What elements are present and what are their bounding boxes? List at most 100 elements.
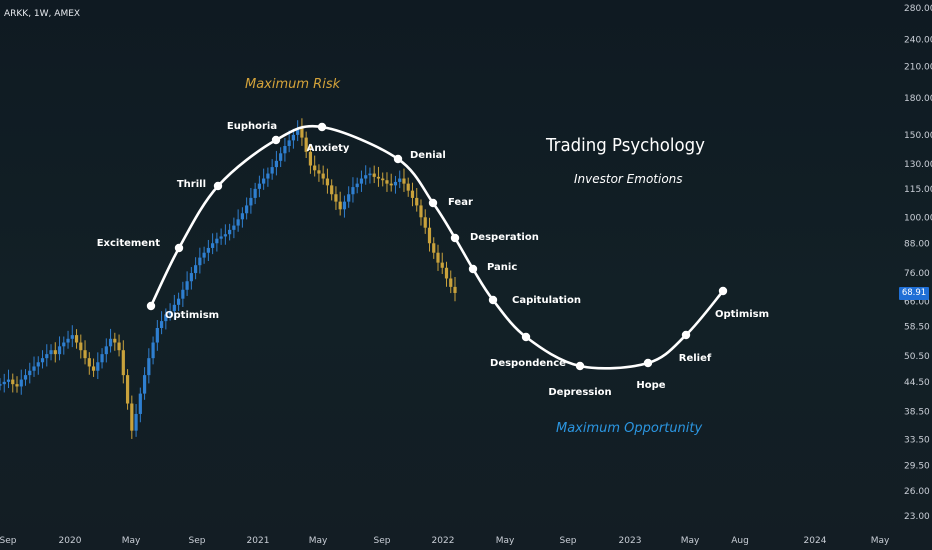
candle-body xyxy=(66,338,70,343)
chart-title: Trading Psychology xyxy=(546,135,705,156)
candle-body xyxy=(181,289,185,299)
candle-body xyxy=(172,304,176,312)
candle-body xyxy=(117,342,121,351)
candle-body xyxy=(245,205,249,214)
candle-body xyxy=(385,180,389,184)
candle-body xyxy=(40,358,45,363)
emotion-dot xyxy=(718,286,728,296)
candle-body xyxy=(372,173,376,177)
x-tick-label: Sep xyxy=(0,536,17,546)
candle-body xyxy=(96,362,100,371)
y-tick-label: 33.50 xyxy=(904,436,930,446)
emotion-dot xyxy=(681,330,691,340)
candle-body xyxy=(79,342,83,351)
emotion-label: Excitement xyxy=(97,238,161,249)
x-tick-label: May xyxy=(681,536,700,546)
candle-body xyxy=(159,321,164,328)
emotion-dot xyxy=(575,361,585,371)
emotion-dot xyxy=(643,358,653,368)
candle-body xyxy=(189,273,193,282)
candle-body xyxy=(194,265,198,274)
emotion-dot xyxy=(174,243,184,253)
candle-body xyxy=(449,278,453,287)
y-tick-label: 115.00 xyxy=(904,185,932,195)
candle-body xyxy=(266,173,270,179)
x-tick-label: Aug xyxy=(731,536,749,546)
emotion-dot xyxy=(488,295,498,305)
candle-body xyxy=(415,197,419,206)
candle-body xyxy=(2,381,6,385)
candle-body xyxy=(219,236,223,239)
candle-body xyxy=(402,178,406,184)
candle-body xyxy=(36,362,40,367)
y-tick-label: 240.00 xyxy=(904,35,932,45)
y-tick-label: 50.50 xyxy=(904,352,930,362)
candle-body xyxy=(257,183,261,189)
emotion-label: Panic xyxy=(487,262,517,273)
y-tick-label: 130.00 xyxy=(904,160,932,170)
candle-body xyxy=(108,338,113,347)
candle-body xyxy=(57,346,62,355)
candle-body xyxy=(125,375,130,404)
candle-body xyxy=(398,178,402,182)
candle-body xyxy=(104,346,108,355)
candle-body xyxy=(49,350,53,355)
candle-body xyxy=(334,194,338,202)
candle-body xyxy=(296,128,300,135)
y-tick-label: 29.50 xyxy=(904,461,930,471)
candle-body xyxy=(121,350,125,376)
candle-body xyxy=(185,281,189,290)
y-tick-label: 88.00 xyxy=(904,239,930,249)
emotion-label: Despondence xyxy=(490,358,566,369)
emotion-label: Anxiety xyxy=(307,143,350,154)
y-tick-label: 26.00 xyxy=(904,487,930,497)
emotion-dot xyxy=(271,135,281,145)
candle-body xyxy=(279,153,283,161)
candle-body xyxy=(232,225,236,230)
candle-body xyxy=(164,314,168,322)
candle-body xyxy=(287,140,291,147)
x-tick-label: Sep xyxy=(374,536,391,546)
emotion-label: Optimism xyxy=(715,309,769,320)
y-tick-label: 280.00 xyxy=(904,4,932,14)
emotion-label: Hope xyxy=(636,380,665,391)
emotion-dot xyxy=(450,233,460,243)
y-tick-label: 58.50 xyxy=(904,322,930,332)
candle-body xyxy=(198,257,202,266)
y-tick-label: 150.00 xyxy=(904,131,932,141)
candle-body xyxy=(253,188,257,198)
x-tick-label: 2022 xyxy=(432,536,455,546)
candle-body xyxy=(381,178,385,181)
x-tick-label: May xyxy=(871,536,890,546)
x-tick-label: Sep xyxy=(189,536,206,546)
candle-body xyxy=(23,375,28,380)
candle-body xyxy=(62,342,66,347)
emotion-label: Fear xyxy=(448,197,473,208)
candle-body xyxy=(351,187,355,195)
candle-body xyxy=(28,370,32,376)
max-risk-label: Maximum Risk xyxy=(245,77,341,92)
candle-body xyxy=(87,358,91,367)
emotion-dot xyxy=(317,122,327,132)
candle-body xyxy=(321,173,325,179)
candle-body xyxy=(236,219,240,226)
candle-body xyxy=(419,205,423,218)
emotion-dot xyxy=(468,264,478,274)
emotion-cycle-curve xyxy=(149,124,724,370)
candle-body xyxy=(113,338,117,343)
candle-body xyxy=(91,366,96,371)
candle-body xyxy=(223,234,227,237)
x-tick-label: 2023 xyxy=(619,536,642,546)
candle-body xyxy=(240,213,244,220)
emotion-dot xyxy=(213,181,223,191)
candle-body xyxy=(325,178,330,186)
y-tick-label: 38.50 xyxy=(904,407,930,417)
candle-body xyxy=(130,403,134,431)
candle-body xyxy=(147,358,151,376)
candle-body xyxy=(308,151,313,166)
x-tick-label: May xyxy=(309,536,328,546)
candle-body xyxy=(423,217,427,228)
candle-body xyxy=(228,229,232,235)
